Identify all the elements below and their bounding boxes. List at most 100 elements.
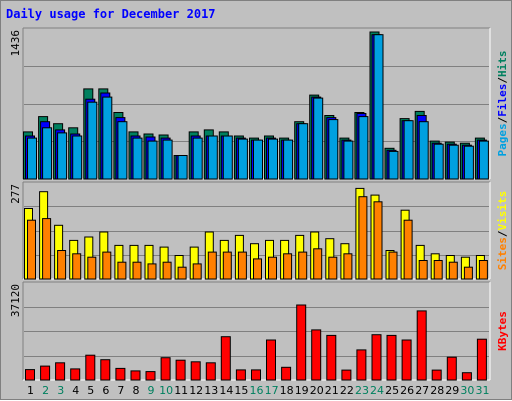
legend-visits: Visits xyxy=(496,191,509,231)
bar-pages-day-20 xyxy=(313,97,324,180)
bar-pages-day-24 xyxy=(373,34,384,180)
bar-sites-day-2 xyxy=(42,218,52,280)
bar-sites-day-18 xyxy=(283,253,293,280)
bar-sites-day-22 xyxy=(343,253,353,280)
bar-pages-day-12 xyxy=(192,137,203,180)
legend-separator: / xyxy=(496,77,509,84)
bar-kbytes-day-28 xyxy=(431,369,442,381)
bar-kbytes-day-17 xyxy=(266,339,276,381)
bar-kbytes-day-26 xyxy=(401,339,412,381)
day-label-1: 1 xyxy=(27,384,34,397)
day-label-24: 24 xyxy=(370,384,384,397)
bar-sites-day-7 xyxy=(117,261,127,280)
bar-kbytes-day-22 xyxy=(341,369,352,381)
bar-pages-day-5 xyxy=(87,101,98,180)
bar-pages-day-6 xyxy=(102,96,113,180)
bar-sites-day-28 xyxy=(433,260,443,280)
day-label-14: 14 xyxy=(219,384,233,397)
bar-kbytes-day-24 xyxy=(371,334,382,381)
day-label-10: 10 xyxy=(159,384,173,397)
bar-kbytes-day-13 xyxy=(205,362,216,381)
legend-separator: / xyxy=(496,116,509,123)
day-label-29: 29 xyxy=(445,384,459,397)
bar-pages-day-26 xyxy=(403,120,414,180)
legend-kbytes: KBytes xyxy=(496,311,509,351)
day-label-16: 16 xyxy=(250,384,264,397)
bar-kbytes-day-31 xyxy=(476,338,487,381)
bar-kbytes-day-7 xyxy=(115,367,126,381)
bar-kbytes-day-29 xyxy=(446,356,457,381)
day-label-20: 20 xyxy=(310,384,324,397)
bar-kbytes-day-23 xyxy=(356,349,367,381)
bar-kbytes-day-15 xyxy=(235,369,246,381)
day-label-2: 2 xyxy=(42,384,49,397)
bar-sites-day-12 xyxy=(192,263,202,280)
day-label-28: 28 xyxy=(430,384,444,397)
day-label-26: 26 xyxy=(400,384,414,397)
bar-sites-day-4 xyxy=(72,253,82,280)
bar-sites-day-5 xyxy=(87,256,97,280)
bar-pages-day-11 xyxy=(177,155,188,180)
bar-kbytes-day-4 xyxy=(70,368,81,381)
bar-kbytes-day-27 xyxy=(416,310,427,381)
day-label-15: 15 xyxy=(234,384,248,397)
bar-sites-day-9 xyxy=(147,263,157,280)
bar-pages-day-14 xyxy=(222,135,233,180)
day-label-13: 13 xyxy=(204,384,218,397)
bar-pages-day-7 xyxy=(117,121,128,180)
day-label-30: 30 xyxy=(460,384,474,397)
day-label-21: 21 xyxy=(325,384,339,397)
bar-kbytes-day-20 xyxy=(311,329,322,381)
bar-sites-day-21 xyxy=(328,256,338,280)
day-label-3: 3 xyxy=(57,384,64,397)
day-label-6: 6 xyxy=(102,384,109,397)
bar-kbytes-day-1 xyxy=(25,369,35,381)
bar-kbytes-day-21 xyxy=(326,334,337,381)
bar-pages-day-15 xyxy=(237,138,248,180)
visits_sites-legend: Sites/Visits xyxy=(496,191,509,271)
bar-kbytes-day-10 xyxy=(160,357,171,381)
bar-kbytes-day-3 xyxy=(55,362,66,381)
bar-kbytes-day-18 xyxy=(281,366,292,381)
bar-pages-day-21 xyxy=(328,119,339,180)
bar-pages-day-27 xyxy=(418,121,429,180)
bar-kbytes-day-14 xyxy=(220,336,231,381)
kbytes-ymax-label: 37120 xyxy=(9,284,22,317)
bar-pages-day-13 xyxy=(207,135,218,180)
day-label-19: 19 xyxy=(295,384,309,397)
bar-sites-day-30 xyxy=(463,266,473,280)
bar-sites-day-10 xyxy=(162,261,172,280)
bar-sites-day-19 xyxy=(298,251,308,280)
bar-pages-day-22 xyxy=(343,140,354,180)
day-label-7: 7 xyxy=(117,384,124,397)
bar-sites-day-14 xyxy=(222,251,232,280)
bar-sites-day-13 xyxy=(207,251,217,280)
day-label-11: 11 xyxy=(174,384,188,397)
visits_sites-ymax-label: 277 xyxy=(9,184,22,204)
bar-sites-day-15 xyxy=(237,251,247,280)
bar-pages-day-2 xyxy=(42,127,53,180)
bar-pages-day-4 xyxy=(72,135,83,180)
bar-pages-day-3 xyxy=(57,132,68,180)
bar-sites-day-26 xyxy=(403,219,413,280)
legend-sites: Sites xyxy=(496,237,509,270)
legend-separator: / xyxy=(496,230,509,237)
bar-kbytes-day-19 xyxy=(296,304,307,381)
day-label-12: 12 xyxy=(189,384,203,397)
bar-pages-day-10 xyxy=(162,139,173,180)
day-label-4: 4 xyxy=(72,384,79,397)
legend-hits: Hits xyxy=(496,51,509,78)
bar-sites-day-25 xyxy=(388,251,398,280)
bar-pages-day-19 xyxy=(298,123,309,180)
bar-pages-day-1 xyxy=(27,137,37,180)
bar-pages-day-25 xyxy=(388,150,399,180)
bar-pages-day-9 xyxy=(147,140,158,180)
bar-pages-day-16 xyxy=(253,139,263,180)
bar-pages-day-8 xyxy=(132,137,143,180)
bar-pages-day-30 xyxy=(463,145,474,180)
bar-kbytes-day-2 xyxy=(40,365,51,381)
day-label-27: 27 xyxy=(415,384,429,397)
bar-pages-day-29 xyxy=(448,144,459,180)
bar-pages-day-23 xyxy=(358,116,369,180)
